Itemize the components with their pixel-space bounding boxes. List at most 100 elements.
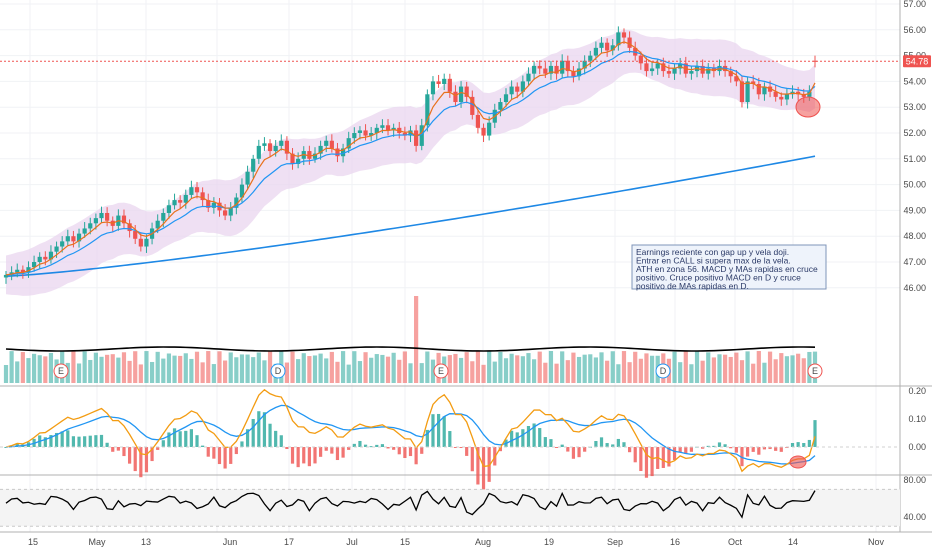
rsi-panel [0, 488, 900, 527]
volume-bar [689, 364, 694, 383]
candle-body [312, 153, 318, 159]
volume-bar [537, 351, 542, 383]
macd-histogram-bar [622, 442, 626, 447]
candle-body [60, 241, 65, 247]
event-marker-label: E [58, 366, 64, 376]
candle-body [796, 91, 801, 95]
x-tick-label: 15 [400, 537, 410, 547]
volume-bar [385, 356, 391, 383]
macd-histogram-bar [229, 447, 233, 464]
candle-body [284, 140, 290, 154]
rsi-tick-label: 40.00 [903, 512, 926, 522]
candle-body [745, 81, 750, 103]
macd-histogram-bar [262, 412, 267, 447]
candle-body [751, 81, 756, 84]
macd-histogram-bar [442, 416, 446, 447]
volume-bar [430, 359, 436, 383]
volume-bar [621, 351, 627, 383]
volume-bar [200, 362, 205, 383]
volume-bar [324, 358, 329, 383]
candle-body [65, 236, 70, 242]
volume-bar [408, 363, 413, 383]
macd-cross-highlight [789, 455, 807, 469]
macd-histogram-bar [628, 447, 632, 453]
annotation-line: ATH en zona 56. MACD y MAs rapidas en cr… [636, 264, 818, 274]
x-tick-label: 17 [284, 537, 294, 547]
volume-bar [166, 353, 172, 383]
macd-histogram-bar [375, 444, 379, 447]
candle-body [200, 192, 205, 201]
candle-body [82, 228, 87, 234]
candle-body [430, 81, 436, 95]
candle-body [324, 140, 329, 146]
macd-histogram-bar [734, 447, 738, 453]
macd-histogram-bar [386, 447, 390, 449]
candle-body [706, 68, 711, 74]
candle-body [15, 269, 20, 273]
candle-body [93, 218, 98, 224]
volume-bar [110, 354, 115, 383]
volume-bar [745, 351, 750, 383]
candle-body [571, 71, 576, 77]
macd-histogram-bar [661, 447, 665, 468]
volume-bar [599, 352, 604, 383]
macd-histogram-bar [116, 447, 120, 451]
macd-histogram-bar [521, 429, 525, 447]
candle-body [610, 45, 615, 51]
macd-histogram-bar [324, 447, 328, 451]
volume-bar [239, 354, 245, 383]
volume-bar [649, 355, 655, 383]
volume-bar [498, 351, 503, 383]
macd-histogram-bar [605, 443, 609, 447]
candle-body [531, 65, 537, 74]
macd-histogram-bar [745, 447, 750, 457]
candle-body [71, 236, 76, 242]
macd-histogram-bar [319, 447, 323, 457]
volume-bar [756, 351, 761, 383]
macd-histogram-bar [532, 423, 536, 447]
volume-bar [267, 351, 273, 383]
macd-histogram-bar [678, 447, 682, 453]
candle-body [99, 212, 104, 219]
volume-bar [762, 362, 767, 383]
candle-body [537, 65, 542, 69]
annotation-line: Earnings reciente con gap up y vela doji… [636, 247, 789, 257]
sma-long-line [5, 155, 816, 277]
candle-body [239, 184, 245, 198]
volume-bar [9, 351, 14, 383]
volume-bar [475, 351, 481, 383]
candle-body [560, 60, 565, 74]
macd-histogram-bar [212, 447, 216, 459]
candle-body [515, 86, 520, 92]
volume-bar [155, 351, 160, 383]
candle-body [3, 274, 9, 278]
candle-body [739, 81, 745, 103]
volume-bar [251, 357, 256, 383]
macd-histogram-bar [740, 447, 744, 467]
macd-histogram-bar [99, 434, 104, 447]
candle-body [408, 130, 413, 136]
x-tick-label: May [88, 537, 106, 547]
volume-bar [352, 351, 357, 383]
macd-signal-line [5, 404, 816, 465]
volume-bar [397, 359, 402, 383]
price-tick-label: 46.00 [903, 283, 926, 293]
macd-histogram-bar [279, 435, 283, 447]
volume-bar [296, 359, 301, 383]
candle-body [245, 171, 250, 185]
volume-bar [481, 364, 486, 383]
macd-histogram-bar [83, 436, 87, 447]
volume-bar [683, 351, 688, 383]
volume-bar [380, 354, 385, 383]
volume-ma-line [5, 346, 816, 352]
x-tick-label: Jun [223, 537, 238, 547]
price-tick-label: 53.00 [903, 102, 926, 112]
volume-bar [189, 358, 194, 383]
macd-histogram-bar [538, 428, 542, 447]
band-fill [6, 29, 815, 296]
sma-long-line [5, 155, 816, 277]
candle-body [290, 153, 295, 164]
candle-body [223, 210, 228, 216]
volume-bar [93, 352, 98, 383]
